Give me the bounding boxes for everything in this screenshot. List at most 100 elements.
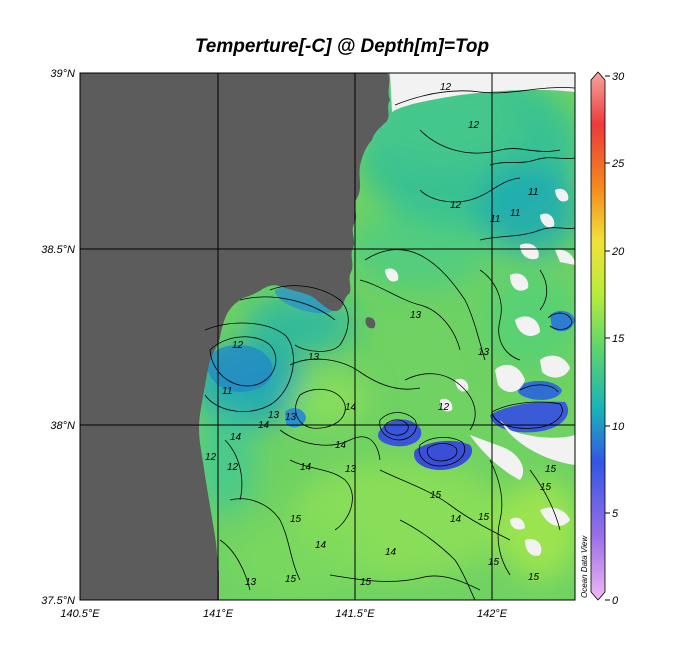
lat-tick-label: 37.5°N	[41, 595, 75, 607]
contour-label: 11	[528, 187, 538, 198]
contour-label: 15	[478, 512, 490, 523]
contour-label: 12	[227, 462, 239, 473]
island	[360, 98, 374, 112]
contour-label: 12	[205, 452, 217, 463]
contour-label: 15	[528, 572, 540, 583]
colorbar-label: 0	[612, 595, 619, 607]
contour-label: 11	[222, 386, 232, 397]
contour-label: 14	[300, 462, 312, 473]
contour-line	[364, 249, 486, 361]
cold-patch	[207, 344, 273, 392]
missing-patch	[555, 188, 569, 202]
land-japan	[80, 73, 390, 600]
contour-label: 14	[450, 514, 462, 525]
contour-label: 12	[468, 120, 480, 131]
contour-label: 14	[345, 402, 357, 413]
contour-line	[489, 157, 575, 166]
missing-patch	[510, 273, 529, 291]
contour-line	[295, 388, 346, 429]
field-patch	[500, 480, 575, 580]
contour-line	[359, 279, 461, 351]
field-patch	[290, 375, 370, 425]
contour-label: 15	[540, 482, 552, 493]
missing-patch	[385, 268, 399, 282]
lat-tick-label: 38°N	[50, 420, 75, 432]
contour-label: 12	[232, 340, 244, 351]
contour-lines	[204, 87, 575, 600]
missing-patch	[505, 458, 523, 474]
cold-patch	[414, 440, 473, 470]
colorbar-label: 10	[612, 421, 625, 433]
contour-label: 13	[268, 410, 280, 421]
lon-tick-labels: 140.5°E 141°E 141.5°E 142°E	[60, 608, 507, 620]
contour-label: 13	[308, 352, 320, 363]
contour-line	[239, 296, 336, 321]
colorbar-ticks	[605, 75, 610, 601]
contour-label: 12	[450, 200, 462, 211]
contour-label: 11	[490, 214, 500, 225]
missing-patch	[495, 364, 525, 392]
contour-line	[426, 443, 458, 462]
island	[341, 257, 352, 269]
contour-label: 14	[315, 540, 327, 551]
contour-line	[519, 384, 559, 393]
contour-line	[394, 87, 575, 106]
contour-label: 13	[345, 464, 357, 475]
map-title: Temperture[-C] @ Depth[m]=Top	[194, 36, 490, 57]
colorbar-label: 30	[612, 71, 625, 83]
contour-label: 15	[545, 464, 557, 475]
contour-label: 15	[285, 574, 297, 585]
contour-line	[489, 459, 511, 576]
contour-line	[269, 285, 349, 352]
contour-label: 12	[438, 402, 450, 413]
contour-line	[479, 227, 575, 241]
contour-label: 14	[230, 432, 242, 443]
watermark: Ocean Data View	[580, 535, 589, 598]
field-patch	[195, 405, 255, 515]
contour-line	[547, 312, 573, 330]
map-plot-area: 12 12 12 11 11 11 13 12 11 13 13 13 14 1…	[80, 73, 575, 600]
missing-patch	[455, 378, 469, 392]
colorbar-label: 15	[612, 333, 625, 345]
lon-tick-label: 141.5°E	[335, 608, 375, 620]
contour-line	[539, 269, 548, 311]
contour-line	[219, 539, 251, 591]
contour-line	[279, 429, 381, 461]
contour-label: 14	[335, 440, 347, 451]
contour-label: 13	[478, 347, 490, 358]
cold-patch	[517, 380, 562, 400]
contour-label: 15	[430, 490, 442, 501]
island	[365, 317, 376, 329]
cold-patch	[377, 419, 422, 447]
field-patch	[230, 520, 370, 600]
contour-label: 15	[360, 577, 372, 588]
lon-tick-label: 142°E	[477, 608, 508, 620]
missing-patch	[510, 517, 525, 530]
contour-label: 11	[510, 208, 520, 219]
field-patch	[480, 165, 575, 255]
field-patch	[350, 210, 490, 290]
contour-line	[404, 373, 476, 431]
contour-line	[419, 129, 561, 154]
contour-label: 13	[410, 310, 422, 321]
contour-line	[399, 519, 476, 600]
contour-label: 13	[245, 577, 257, 588]
contour-label: 15	[290, 514, 302, 525]
contour-line	[419, 177, 521, 203]
contour-line	[289, 358, 421, 390]
contour-label: 13	[285, 412, 297, 423]
colorbar-bar	[590, 71, 606, 601]
contour-label: 12	[440, 82, 452, 93]
missing-patch	[515, 316, 540, 336]
contour-line	[529, 469, 561, 531]
contour-line	[204, 322, 294, 412]
contour-labels: 12 12 12 11 11 11 13 12 11 13 13 13 14 1…	[205, 82, 557, 588]
lat-tick-labels: 39°N 38.5°N 38°N 37.5°N	[41, 68, 75, 607]
lat-tick-label: 39°N	[50, 68, 75, 80]
contour-line	[491, 401, 563, 429]
colorbar: 30 25 20 15 10 5 0	[590, 71, 625, 607]
contour-line	[289, 459, 353, 531]
lat-tick-label: 38.5°N	[41, 244, 75, 256]
contour-line	[379, 412, 417, 441]
